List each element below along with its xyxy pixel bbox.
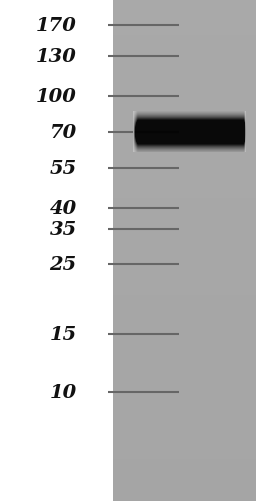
Text: 15: 15 [50, 325, 77, 343]
Text: 100: 100 [36, 88, 77, 106]
Text: 35: 35 [50, 220, 77, 238]
Text: 55: 55 [50, 159, 77, 177]
Text: 70: 70 [50, 124, 77, 142]
Bar [113, 0, 256, 501]
Text: 10: 10 [50, 383, 77, 401]
Text: 40: 40 [50, 199, 77, 217]
Text: 130: 130 [36, 48, 77, 66]
Text: 170: 170 [36, 17, 77, 35]
Text: 25: 25 [50, 255, 77, 273]
